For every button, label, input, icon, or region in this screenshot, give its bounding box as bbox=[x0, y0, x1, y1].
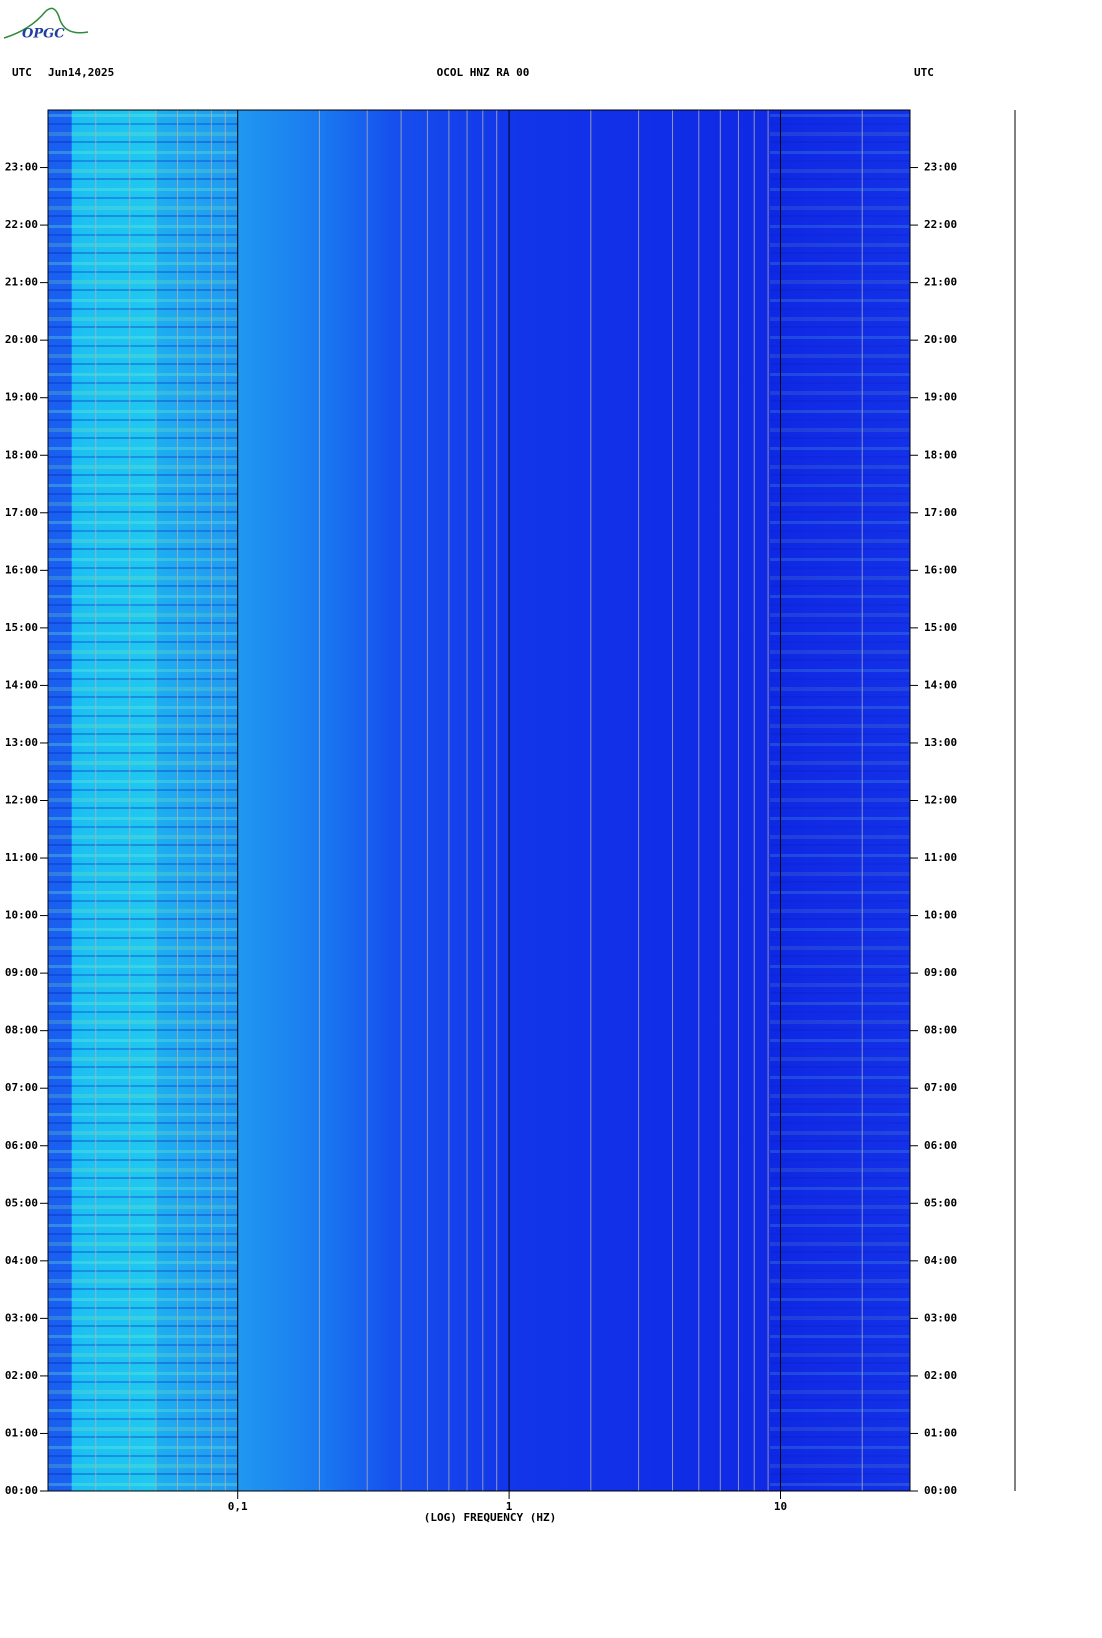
x-tick-label: 1 bbox=[506, 1500, 513, 1513]
y-tick-label-right: 16:00 bbox=[924, 563, 957, 576]
y-tick-label-right: 00:00 bbox=[924, 1484, 957, 1497]
y-tick-label: 09:00 bbox=[5, 966, 38, 979]
y-tick-label: 15:00 bbox=[5, 621, 38, 634]
y-tick-label-right: 06:00 bbox=[924, 1139, 957, 1152]
y-tick-label-right: 14:00 bbox=[924, 678, 957, 691]
spectrogram-texture bbox=[48, 110, 238, 1491]
y-tick-label: 10:00 bbox=[5, 909, 38, 922]
y-tick-label: 06:00 bbox=[5, 1139, 38, 1152]
y-tick-label-right: 03:00 bbox=[924, 1311, 957, 1324]
plot-frame bbox=[47, 109, 911, 1492]
y-tick-label-right: 15:00 bbox=[924, 621, 957, 634]
y-tick-label-right: 08:00 bbox=[924, 1024, 957, 1037]
y-tick-label: 11:00 bbox=[5, 851, 38, 864]
y-tick-label-right: 21:00 bbox=[924, 276, 957, 289]
y-tick-label-right: 22:00 bbox=[924, 218, 957, 231]
y-tick-label: 07:00 bbox=[5, 1081, 38, 1094]
logo-text: OPGC bbox=[22, 27, 65, 42]
y-tick-label-right: 11:00 bbox=[924, 851, 957, 864]
y-tick-label: 20:00 bbox=[5, 333, 38, 346]
y-tick-label-right: 01:00 bbox=[924, 1426, 957, 1439]
y-tick-label: 00:00 bbox=[5, 1484, 38, 1497]
logo: OPGC bbox=[3, 7, 89, 42]
y-tick-label-right: 02:00 bbox=[924, 1369, 957, 1382]
y-tick-label: 16:00 bbox=[5, 563, 38, 576]
y-tick-label: 17:00 bbox=[5, 506, 38, 519]
y-tick-label-right: 18:00 bbox=[924, 448, 957, 461]
y-tick-label: 05:00 bbox=[5, 1196, 38, 1209]
y-tick-label: 13:00 bbox=[5, 736, 38, 749]
y-tick-label-right: 09:00 bbox=[924, 966, 957, 979]
y-tick-label: 14:00 bbox=[5, 678, 38, 691]
y-tick-label: 04:00 bbox=[5, 1254, 38, 1267]
y-tick-label: 19:00 bbox=[5, 391, 38, 404]
y-tick-label-right: 19:00 bbox=[924, 391, 957, 404]
x-tick-label: 10 bbox=[774, 1500, 787, 1513]
spectrogram-texture bbox=[770, 110, 910, 1491]
y-tick-label: 23:00 bbox=[5, 161, 38, 174]
y-tick-label: 18:00 bbox=[5, 448, 38, 461]
x-axis-label: (LOG) FREQUENCY (HZ) bbox=[424, 1511, 556, 1524]
y-tick-label: 08:00 bbox=[5, 1024, 38, 1037]
y-tick-label: 22:00 bbox=[5, 218, 38, 231]
left-label: UTC bbox=[12, 66, 32, 79]
y-tick-label: 02:00 bbox=[5, 1369, 38, 1382]
y-tick-label-right: 20:00 bbox=[924, 333, 957, 346]
y-tick-label-right: 05:00 bbox=[924, 1196, 957, 1209]
y-tick-label: 01:00 bbox=[5, 1426, 38, 1439]
x-tick-label: 0,1 bbox=[228, 1500, 248, 1513]
right-label: UTC bbox=[914, 66, 934, 79]
y-tick-label-right: 07:00 bbox=[924, 1081, 957, 1094]
y-tick-label: 03:00 bbox=[5, 1311, 38, 1324]
chart-title: OCOL HNZ RA 00 bbox=[437, 66, 530, 79]
y-tick-label: 12:00 bbox=[5, 794, 38, 807]
y-tick-label-right: 10:00 bbox=[924, 909, 957, 922]
y-tick-label-right: 13:00 bbox=[924, 736, 957, 749]
y-tick-label-right: 17:00 bbox=[924, 506, 957, 519]
date: Jun14,2025 bbox=[48, 66, 114, 79]
y-tick-label: 21:00 bbox=[5, 276, 38, 289]
y-tick-label-right: 04:00 bbox=[924, 1254, 957, 1267]
y-tick-label-right: 12:00 bbox=[924, 794, 957, 807]
y-tick-label-right: 23:00 bbox=[924, 161, 957, 174]
